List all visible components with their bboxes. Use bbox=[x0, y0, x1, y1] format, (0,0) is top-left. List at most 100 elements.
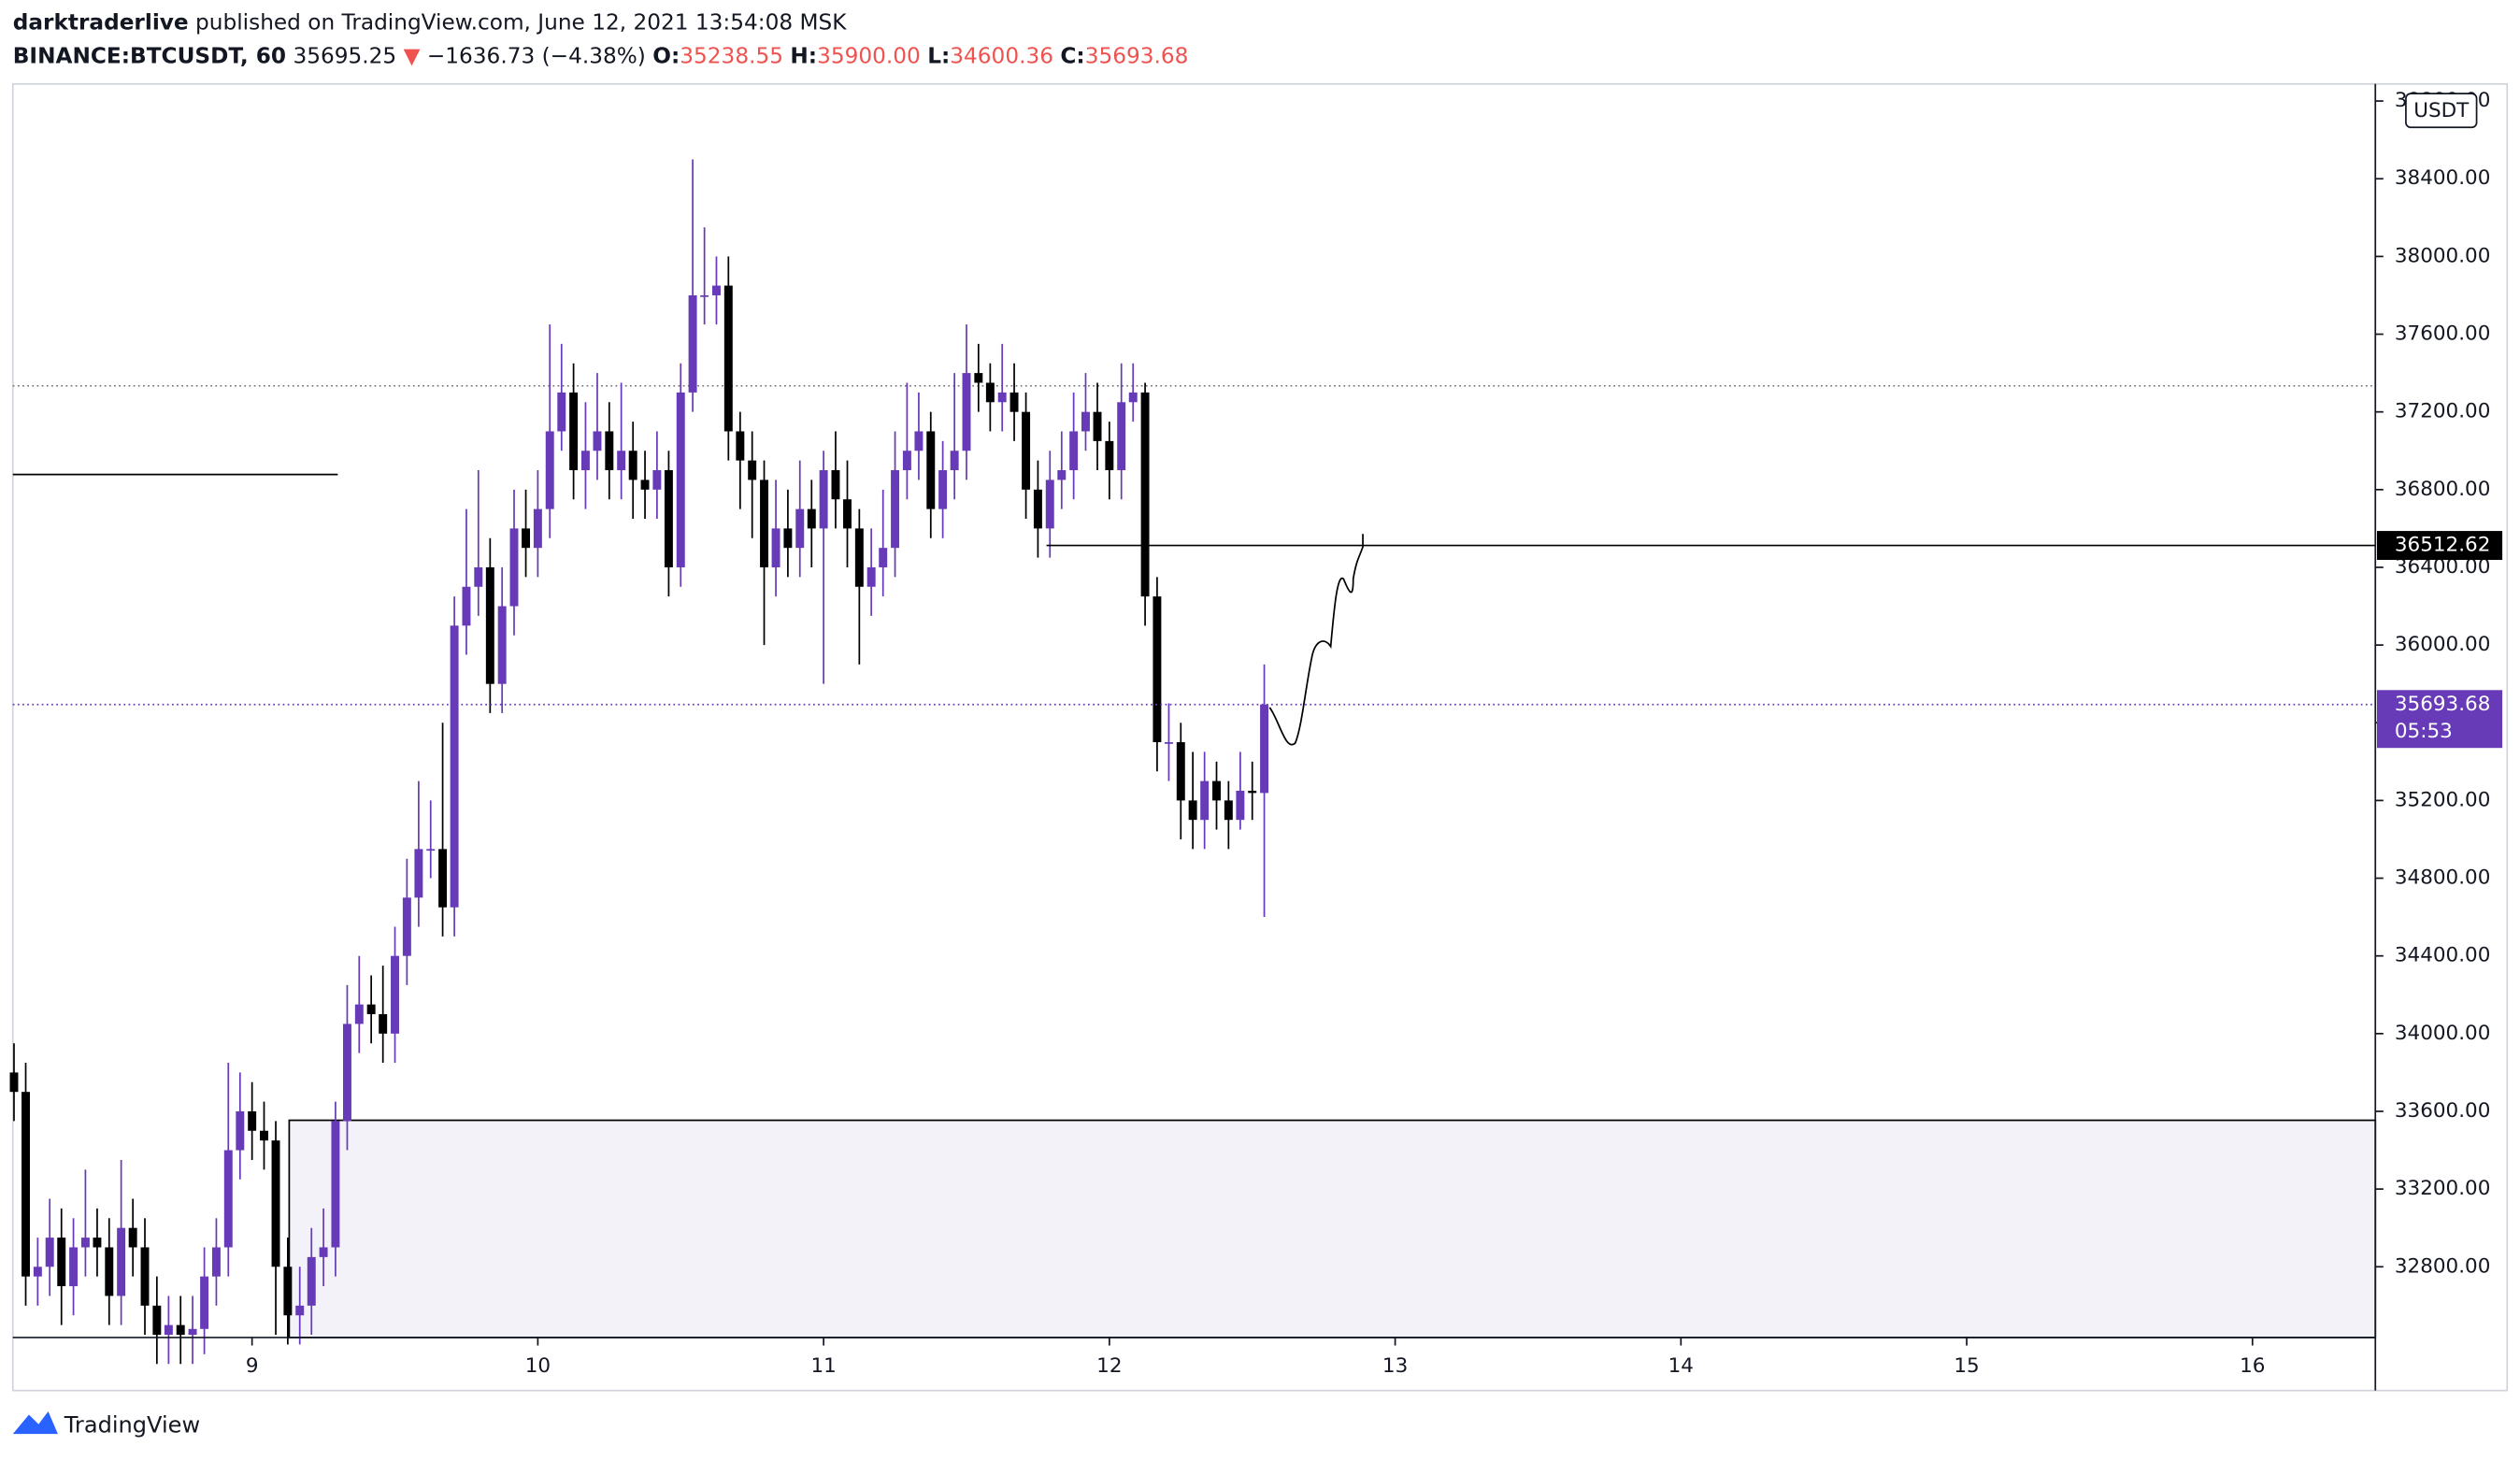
l-label: L: bbox=[927, 43, 950, 68]
candle-body bbox=[295, 1305, 305, 1316]
candle-body bbox=[950, 451, 959, 471]
candle-body bbox=[723, 285, 733, 432]
candle-body bbox=[497, 606, 507, 684]
candle-body bbox=[307, 1256, 316, 1306]
candle-body bbox=[676, 392, 685, 567]
candle-body bbox=[236, 1110, 245, 1151]
y-tick-label: 34800.00 bbox=[2395, 866, 2491, 890]
candle-body bbox=[93, 1238, 102, 1248]
y-tick-label: 33200.00 bbox=[2395, 1177, 2491, 1200]
candle-body bbox=[1248, 791, 1257, 794]
x-tick-label: 11 bbox=[810, 1354, 836, 1378]
candle-body bbox=[57, 1238, 66, 1287]
overlay: 32800.00 33200.00 33600.00 34000.00 34400.00… bbox=[12, 83, 2503, 1391]
candle-body bbox=[1057, 470, 1067, 480]
y-tick-label: 38000.00 bbox=[2395, 244, 2491, 267]
candle-body bbox=[1260, 704, 1269, 794]
candle-body bbox=[1224, 800, 1233, 821]
candle-body bbox=[783, 528, 793, 549]
candle-body bbox=[1069, 431, 1079, 471]
candle-body bbox=[843, 499, 852, 529]
candle-body bbox=[866, 566, 876, 587]
candle-body bbox=[9, 1072, 19, 1093]
candle-body bbox=[223, 1150, 233, 1248]
candle-body bbox=[760, 480, 768, 567]
currency-badge bbox=[2405, 93, 2478, 129]
candle-body bbox=[248, 1110, 257, 1131]
candle-body bbox=[795, 508, 805, 549]
candle-body bbox=[283, 1267, 293, 1316]
candle-body bbox=[640, 480, 650, 490]
candle-body bbox=[807, 508, 816, 529]
candle-body bbox=[628, 451, 637, 480]
y-tick-label: 34400.00 bbox=[2395, 944, 2491, 967]
candle-body bbox=[414, 849, 423, 898]
y-tick-label: 32800.00 bbox=[2395, 1254, 2491, 1278]
candle-body bbox=[605, 431, 614, 471]
candle-body bbox=[879, 548, 888, 567]
candle-body bbox=[1140, 392, 1150, 597]
candle-body bbox=[688, 294, 697, 393]
candle-body bbox=[33, 1267, 42, 1277]
logo bbox=[12, 1411, 58, 1435]
candle-body bbox=[962, 373, 971, 451]
x-tick-label: 9 bbox=[246, 1354, 259, 1378]
candle-body bbox=[1153, 596, 1162, 743]
candle-body bbox=[271, 1140, 280, 1267]
y-tick-label: 36800.00 bbox=[2395, 478, 2491, 501]
candle-body bbox=[152, 1305, 162, 1336]
close: 35693.68 bbox=[1085, 43, 1189, 68]
countdown: 05:53 bbox=[2395, 720, 2453, 743]
y-tick-label: 37600.00 bbox=[2395, 322, 2491, 346]
candle-body bbox=[1176, 742, 1185, 801]
candle-body bbox=[1164, 742, 1173, 744]
zone bbox=[288, 1119, 2377, 1338]
candle-body bbox=[974, 373, 983, 383]
candle-body bbox=[1093, 411, 1102, 441]
candle-body bbox=[260, 1130, 268, 1141]
price-label: 36512.62 bbox=[2395, 534, 2491, 557]
candle-body bbox=[342, 1023, 351, 1122]
brand: TradingView bbox=[64, 1411, 200, 1438]
candle-body bbox=[580, 451, 590, 471]
candle-body bbox=[902, 451, 911, 471]
candle-body bbox=[914, 431, 924, 451]
price-label-box bbox=[2376, 531, 2503, 561]
candle-body bbox=[617, 451, 626, 471]
y-tick-label: 35200.00 bbox=[2395, 788, 2491, 811]
y-tick-label: 36000.00 bbox=[2395, 633, 2491, 656]
candle-body bbox=[926, 431, 936, 509]
symbol: BINANCE:BTCUSDT, 60 bbox=[13, 43, 286, 68]
candle-body bbox=[1200, 780, 1210, 821]
last-price-box bbox=[2376, 690, 2503, 749]
chart-frame bbox=[11, 82, 2509, 1392]
high: 35900.00 bbox=[817, 43, 921, 68]
candle-body bbox=[997, 392, 1007, 403]
candle-body bbox=[402, 897, 411, 956]
candle-body bbox=[1117, 402, 1126, 471]
author: darktraderlive bbox=[13, 9, 189, 35]
candle-body bbox=[509, 528, 519, 607]
candle-body bbox=[652, 470, 662, 490]
candle-body bbox=[891, 470, 900, 549]
candle-body bbox=[854, 528, 864, 587]
candle-body bbox=[938, 470, 948, 509]
candle-body bbox=[1128, 392, 1138, 403]
candle-body bbox=[1212, 780, 1221, 801]
candle-body bbox=[1045, 480, 1054, 529]
candle-body bbox=[426, 849, 436, 852]
candle-body bbox=[438, 849, 448, 908]
x-tick-label: 12 bbox=[1096, 1354, 1122, 1378]
candle-body bbox=[1236, 791, 1245, 821]
candle-body bbox=[211, 1247, 221, 1277]
candle-body bbox=[712, 285, 721, 295]
x-tick-label: 10 bbox=[525, 1354, 551, 1378]
candle-body bbox=[1081, 411, 1090, 432]
candle-body bbox=[985, 382, 995, 403]
candle-body bbox=[188, 1328, 197, 1336]
candle-body bbox=[474, 566, 483, 587]
c-label: C: bbox=[1060, 43, 1084, 68]
x-tick-label: 15 bbox=[1954, 1354, 1979, 1378]
o-label: O: bbox=[652, 43, 680, 68]
